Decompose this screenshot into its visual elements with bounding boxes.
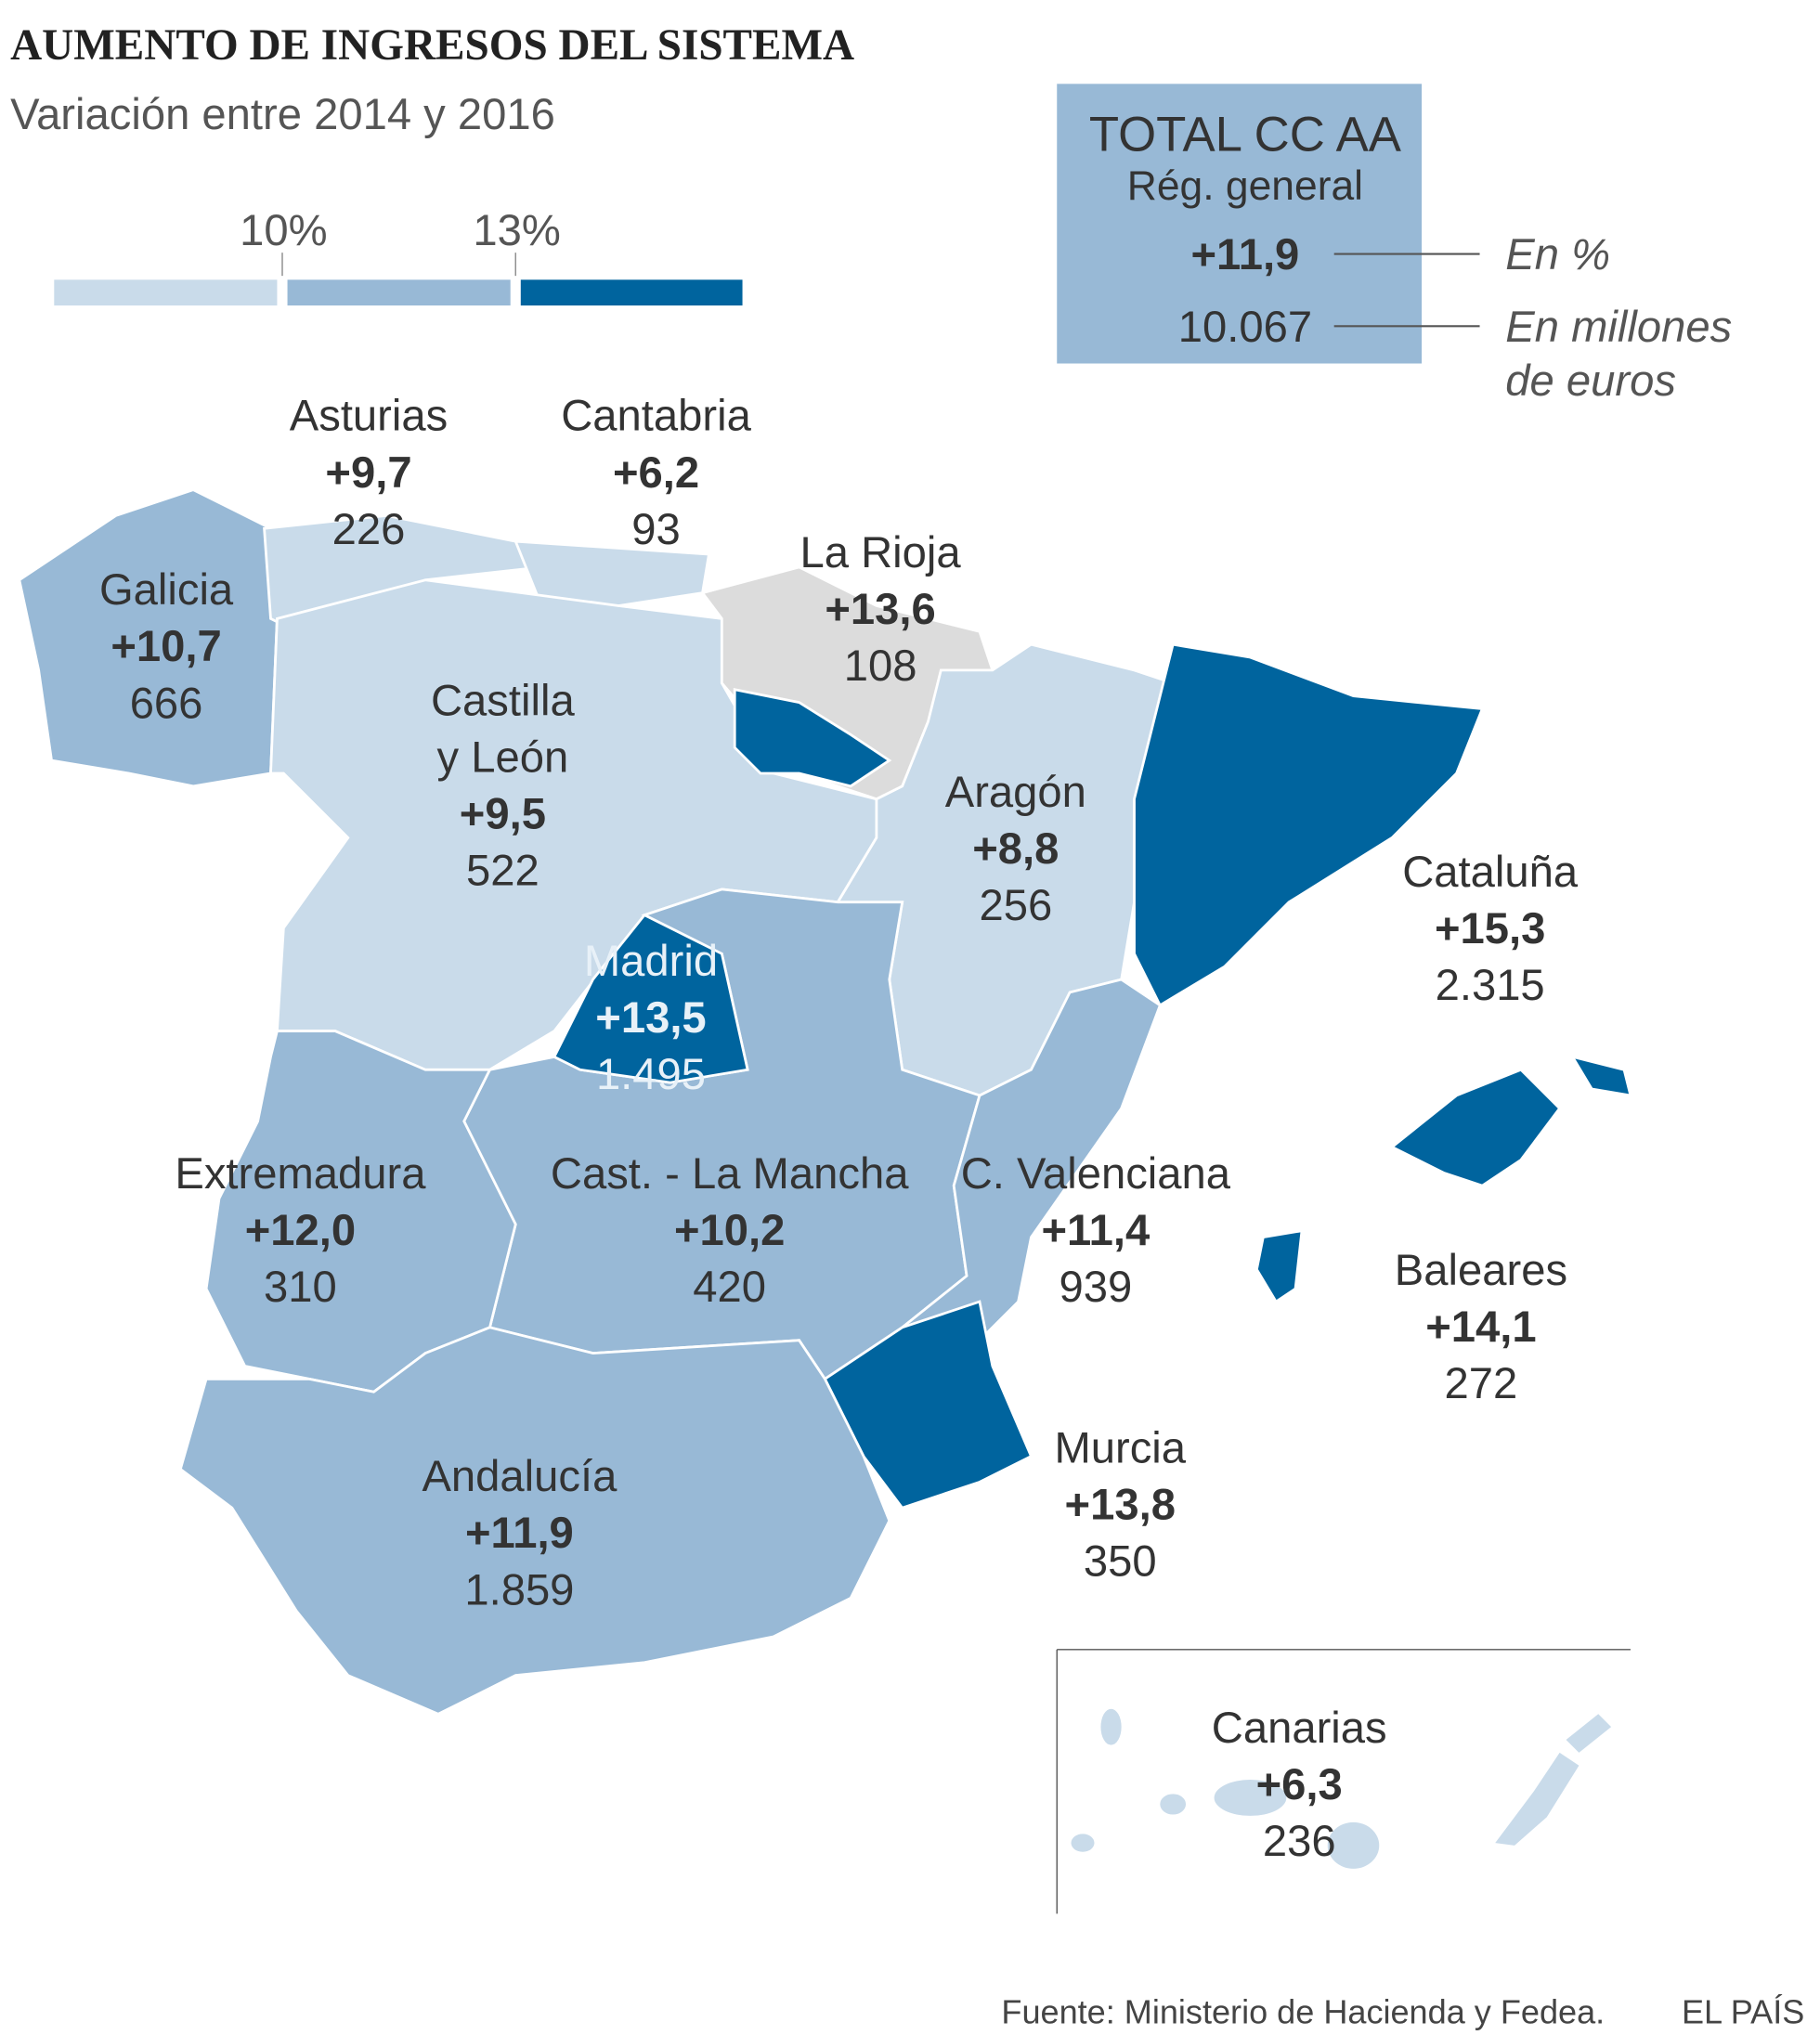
ibiza-shape: [1254, 1229, 1304, 1304]
madrid-shape: [552, 913, 749, 1084]
region-name: Galicia: [99, 565, 234, 615]
region-amount: 350: [1084, 1537, 1157, 1587]
region-pct: +9,7: [325, 448, 411, 498]
total-amount: 10.067: [1178, 303, 1312, 352]
regions-shapes: [18, 488, 1632, 1716]
region-pct: +11,9: [465, 1509, 574, 1558]
legend-swatch: [287, 279, 511, 306]
menorca-shape: [1569, 1055, 1632, 1097]
legend-swatch: [54, 279, 278, 306]
region-name: Extremadura: [175, 1149, 426, 1199]
legend-label: 13%: [473, 206, 560, 255]
region-amount: 2.315: [1436, 961, 1545, 1010]
region-name: Andalucía: [422, 1452, 618, 1501]
region-name: Cataluña: [1402, 848, 1579, 897]
total-subtitle: Rég. general: [1127, 163, 1363, 209]
region-name: C. Valenciana: [961, 1149, 1231, 1199]
region-name: Canarias: [1212, 1704, 1387, 1753]
pct-caption: En %: [1505, 230, 1610, 279]
region-name: Aragón: [945, 768, 1086, 817]
island-shape: [1071, 1834, 1095, 1852]
island-shape: [1495, 1752, 1580, 1846]
region-amount: 939: [1060, 1263, 1133, 1312]
region-amount: 256: [979, 881, 1052, 930]
region-amount: 666: [130, 679, 203, 728]
region-name: Murcia: [1054, 1424, 1186, 1473]
legend-swatch: [520, 279, 743, 306]
region-name: La Rioja: [800, 528, 962, 577]
region-pct: +9,5: [460, 790, 546, 839]
cataluna-shape: [1133, 642, 1485, 1007]
total-title: TOTAL CC AA: [1089, 108, 1402, 162]
region-amount: 1.495: [596, 1050, 706, 1099]
canarias-inset: [1056, 1649, 1631, 1914]
region-pct: +12,0: [245, 1206, 356, 1255]
title: AUMENTO DE INGRESOS DEL SISTEMA: [10, 21, 854, 70]
region-amount: 108: [844, 642, 917, 691]
region-amount: 226: [332, 505, 406, 554]
region-name: Asturias: [290, 392, 448, 441]
region-name: y León: [437, 733, 569, 783]
brand: EL PAÍS: [1682, 1992, 1804, 2030]
murcia-shape: [823, 1300, 1034, 1510]
region-pct: +11,4: [1041, 1206, 1150, 1255]
region-pct: +15,3: [1435, 904, 1545, 953]
region-name: Cantabria: [561, 392, 751, 441]
region-amount: 522: [466, 847, 540, 896]
amount-caption: de euros: [1505, 356, 1676, 406]
region-pct: +6,2: [613, 448, 699, 498]
total-background: [1057, 84, 1423, 364]
region-name: Baleares: [1395, 1246, 1567, 1295]
region-amount: 93: [631, 505, 680, 554]
legend-label: 10%: [240, 206, 327, 255]
andalucia-shape: [178, 1326, 891, 1716]
region-amount: 236: [1263, 1817, 1336, 1866]
region-amount: 310: [264, 1263, 337, 1312]
amount-caption: En millones: [1505, 303, 1732, 352]
mallorca-shape: [1389, 1068, 1562, 1187]
island-shape: [1160, 1794, 1187, 1815]
total-box: TOTAL CC AA Rég. general +11,9 10.067 En…: [1057, 84, 1732, 406]
region-pct: +14,1: [1425, 1303, 1536, 1352]
island-shape: [1214, 1780, 1287, 1816]
island-shape: [1327, 1821, 1380, 1869]
region-pct: +13,5: [595, 993, 706, 1043]
legend: 10% 13%: [54, 206, 743, 306]
region-amount: 1.859: [464, 1565, 574, 1614]
region-pct: +10,2: [674, 1206, 785, 1255]
region-pct: +6,3: [1256, 1760, 1343, 1809]
source: Fuente: Ministerio de Hacienda y Fedea.: [1001, 1992, 1605, 2030]
region-name: Madrid: [584, 937, 718, 986]
subtitle: Variación entre 2014 y 2016: [10, 90, 555, 139]
asturias-shape: [263, 513, 545, 633]
region-labels: Asturias +9,7 226 Cantabria +6,2 93 La Rioja +1…: [99, 392, 1579, 1866]
island-shape: [1100, 1708, 1122, 1745]
region-pct: +8,8: [972, 824, 1059, 874]
region-amount: 420: [693, 1263, 766, 1312]
la-rioja-shape: [733, 688, 892, 788]
total-pct: +11,9: [1191, 230, 1300, 279]
region-pct: +13,6: [825, 585, 935, 634]
region-name: Cast. - La Mancha: [551, 1149, 909, 1199]
region-amount: 272: [1445, 1359, 1518, 1408]
region-name: Castilla: [431, 676, 575, 725]
region-pct: +10,7: [110, 622, 221, 671]
island-shape: [1566, 1714, 1612, 1753]
region-pct: +13,8: [1065, 1481, 1176, 1530]
